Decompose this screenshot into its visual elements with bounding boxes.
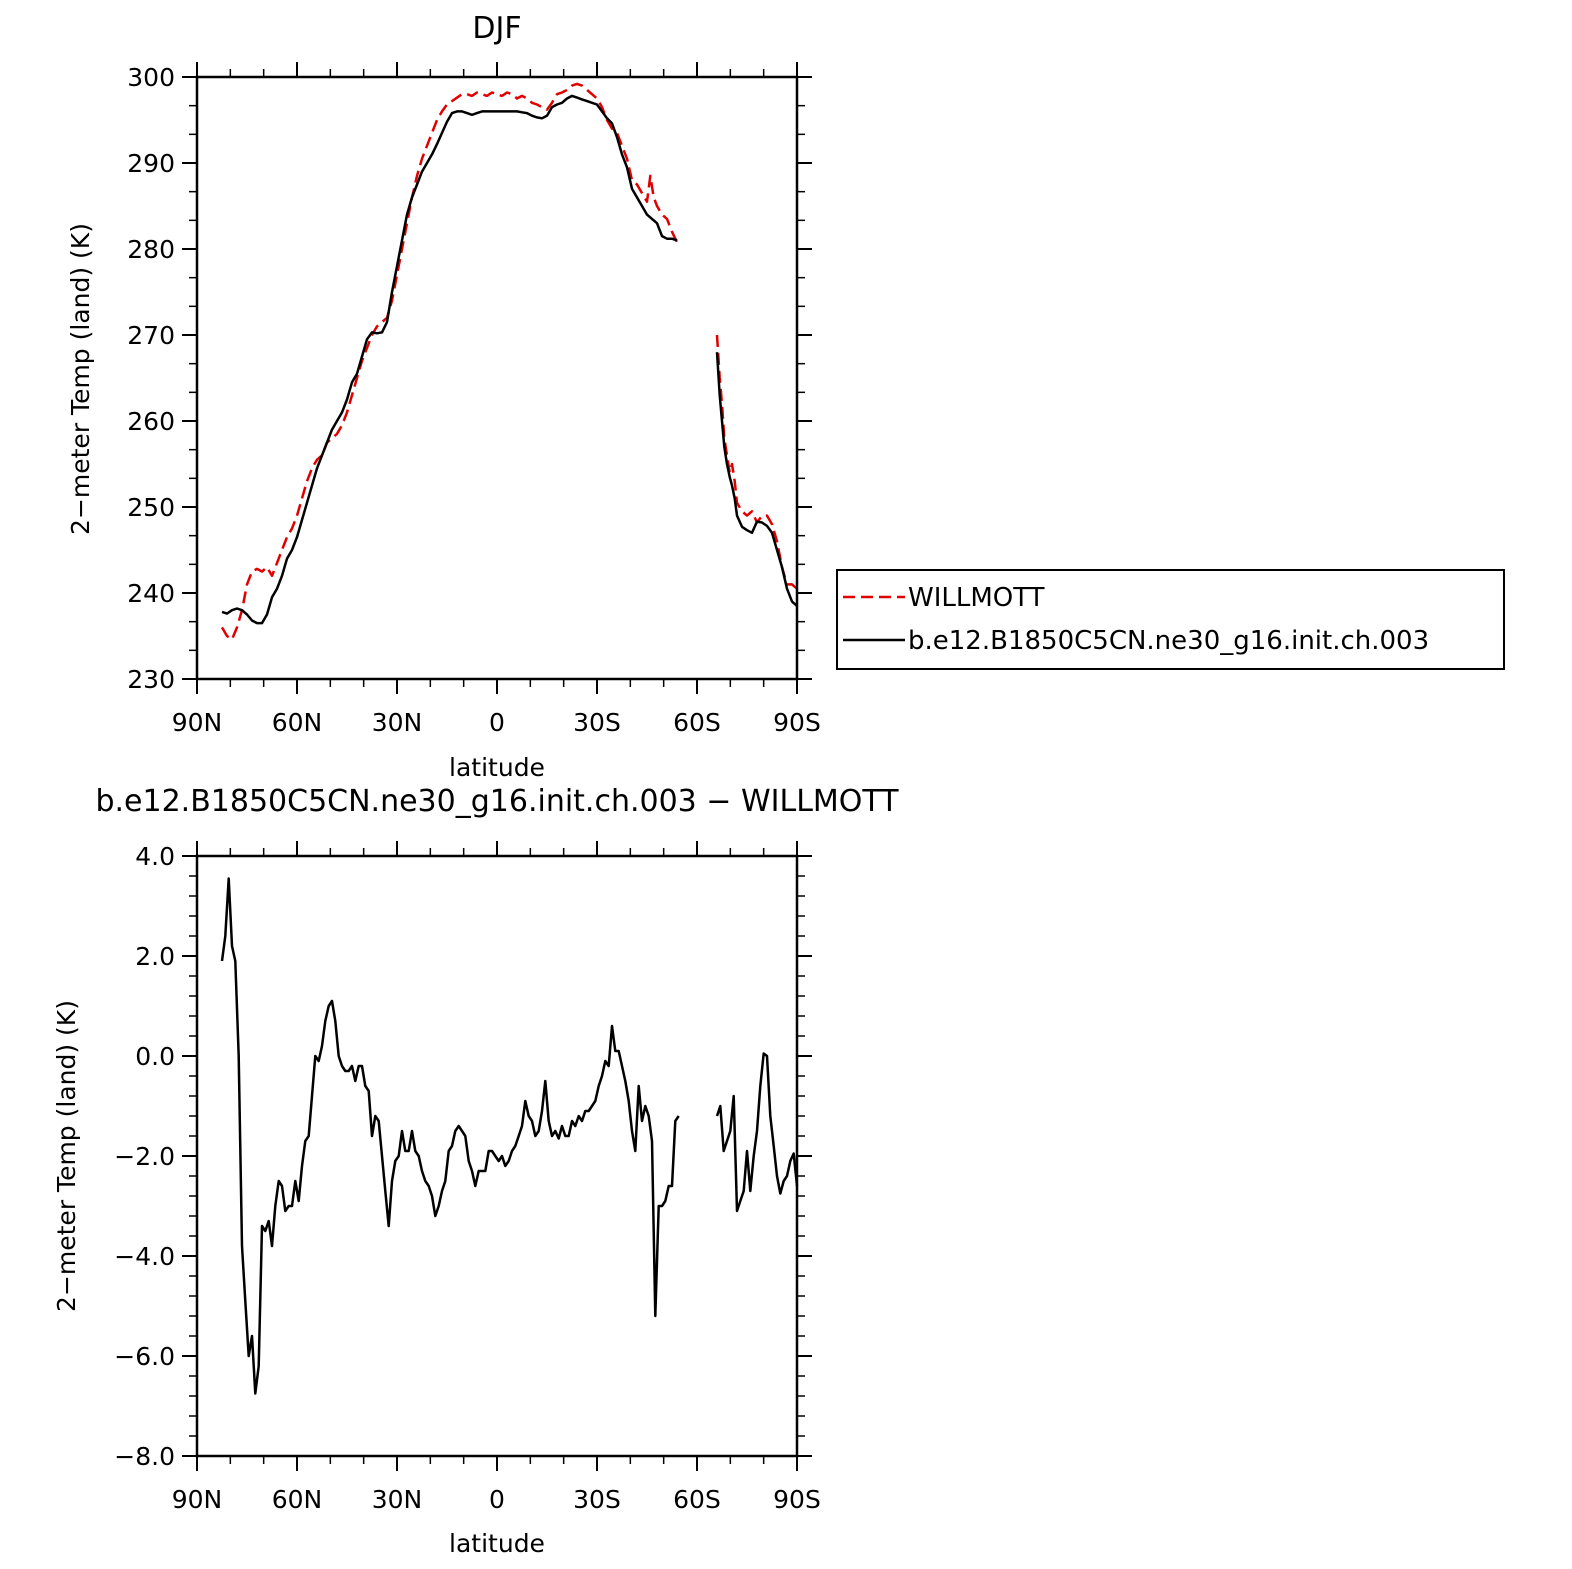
y-tick-label: 240 [127, 579, 175, 608]
y-tick-label: 230 [127, 665, 175, 694]
top-panel-series-layer [220, 82, 798, 641]
x-tick-label: 30N [372, 1485, 423, 1514]
series-willmott-line-segment-1 [220, 82, 679, 641]
y-tick-label: −6.0 [114, 1342, 175, 1371]
bottom-panel-ticks: −8.0 −6.0 −4.0 −2.0 0.0 2.0 4.0 90N 60N 30N 0 30S 60… [114, 841, 821, 1514]
x-tick-label: 90N [172, 1485, 223, 1514]
top-panel-title: DJF [472, 11, 521, 46]
series-difference-line-segment-2 [715, 1052, 799, 1213]
bottom-panel-x-axis-label: latitude [449, 1529, 545, 1558]
series-b-e12-b1850c5cn-ne30-g16-init-ch-003-line-segment-1 [221, 94, 678, 625]
legend-entry-model: b.e12.B1850C5CN.ne30_g16.init.ch.003 [908, 626, 1429, 656]
x-tick-label: 90S [773, 1485, 821, 1514]
y-tick-label: 2.0 [135, 942, 175, 971]
top-panel-y-axis-label: 2−meter Temp (land) (K) [66, 223, 95, 535]
top-panel-ticks: 230 240 250 260 270 280 290 300 90N 60N 30N 0 30S 60S… [127, 62, 821, 737]
series-b-e12-b1850c5cn-ne30-g16-init-ch-003-line-segment-2 [715, 352, 798, 607]
y-tick-label: 250 [127, 493, 175, 522]
y-tick-label: 4.0 [135, 842, 175, 871]
top-panel-x-axis-label: latitude [449, 753, 545, 782]
bottom-panel-series-layer [220, 877, 799, 1395]
x-tick-label: 30N [372, 708, 423, 737]
legend: WILLMOTT b.e12.B1850C5CN.ne30_g16.init.c… [836, 569, 1505, 670]
legend-entry-willmott: WILLMOTT [908, 583, 1045, 613]
x-tick-label: 30S [573, 708, 621, 737]
y-tick-label: 0.0 [135, 1042, 175, 1071]
y-tick-label: 280 [127, 235, 175, 264]
series-willmott-line-segment-2 [715, 334, 798, 590]
bottom-panel-plot-frame [195, 854, 799, 1458]
y-tick-label: 290 [127, 149, 175, 178]
y-tick-label: −8.0 [114, 1442, 175, 1471]
x-tick-label: 60N [272, 708, 323, 737]
bottom-panel: b.e12.B1850C5CN.ne30_g16.init.ch.003 − W… [52, 784, 899, 1558]
y-tick-label: −4.0 [114, 1242, 175, 1271]
x-tick-label: 0 [489, 708, 505, 737]
bottom-panel-y-axis-label: 2−meter Temp (land) (K) [52, 1000, 81, 1312]
bottom-panel-title: b.e12.B1850C5CN.ne30_g16.init.ch.003 − W… [95, 784, 899, 819]
y-tick-label: 260 [127, 407, 175, 436]
top-panel-plot-frame [195, 75, 799, 681]
x-tick-label: 90N [172, 708, 223, 737]
y-tick-label: 300 [127, 63, 175, 92]
series-difference-line-segment-1 [220, 877, 680, 1395]
top-panel: DJF latitude 2−meter Temp (land) (K) 230… [66, 11, 1505, 782]
x-tick-label: 60S [673, 708, 721, 737]
x-tick-label: 0 [489, 1485, 505, 1514]
x-tick-label: 60N [272, 1485, 323, 1514]
y-tick-label: −2.0 [114, 1142, 175, 1171]
x-tick-label: 60S [673, 1485, 721, 1514]
x-tick-label: 90S [773, 708, 821, 737]
legend-box [836, 569, 1505, 670]
y-tick-label: 270 [127, 321, 175, 350]
x-tick-label: 30S [573, 1485, 621, 1514]
